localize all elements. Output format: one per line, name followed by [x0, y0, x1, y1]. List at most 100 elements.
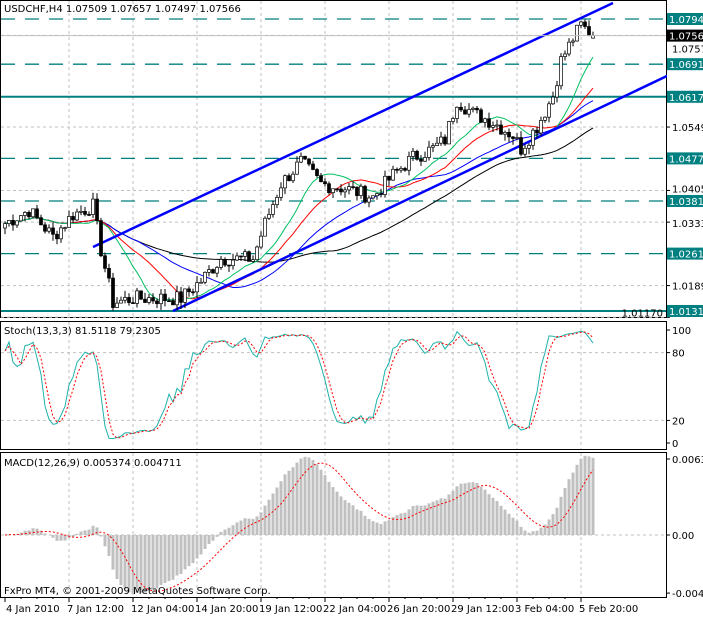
macd-histogram-bar [583, 455, 587, 535]
macd-histogram-bar [83, 530, 87, 535]
candle [539, 120, 543, 134]
macd-histogram-bar [575, 464, 579, 535]
ma-fast-line [4, 56, 594, 301]
candle [547, 103, 551, 118]
candle [179, 291, 183, 303]
candle [243, 251, 247, 257]
candle [79, 210, 83, 213]
candle [303, 155, 307, 160]
macd-histogram-bar [139, 535, 143, 593]
macd-histogram-bar [319, 469, 323, 535]
macd-histogram-bar [287, 470, 291, 535]
macd-histogram-bar [391, 517, 395, 535]
candle [455, 106, 459, 119]
macd-histogram-bar [215, 535, 219, 537]
candle [271, 204, 275, 215]
candle [335, 188, 339, 191]
candle [267, 213, 271, 219]
candle [479, 109, 483, 123]
candle [523, 147, 527, 155]
candle [259, 235, 263, 248]
candle [111, 277, 115, 308]
candle [287, 175, 291, 182]
macd-histogram-bar [323, 475, 327, 535]
macd-histogram-bar [207, 535, 211, 544]
candle [87, 214, 91, 216]
candle [515, 137, 519, 139]
candle [327, 183, 331, 193]
macd-histogram-bar [183, 535, 187, 570]
stoch-signal-line [4, 331, 594, 439]
macd-histogram-bar [399, 513, 403, 535]
macd-histogram-bar [39, 530, 43, 535]
macd-histogram-bar [271, 493, 275, 535]
candle [423, 157, 427, 162]
macd-histogram-bar [535, 530, 539, 535]
macd-histogram-bar [343, 500, 347, 535]
candle [35, 208, 39, 219]
macd-histogram-bar [383, 521, 387, 535]
candle [575, 24, 579, 42]
time-tick-label: 4 Jan 2010 [6, 604, 60, 615]
candle [563, 53, 567, 57]
macd-histogram-bar [443, 498, 447, 535]
candle [559, 56, 563, 87]
macd-histogram-bar [267, 499, 271, 535]
candle [59, 227, 63, 240]
candle [415, 150, 419, 160]
candle [203, 271, 207, 283]
macd-histogram-bar [135, 535, 139, 593]
candle [263, 217, 267, 237]
macd-histogram-bar [579, 458, 583, 535]
macd-histogram-bar [563, 488, 567, 535]
stoch-indicator-label: Stoch(13,3,3) 81.5118 79.2305 [4, 326, 161, 337]
macd-tick-label: -0.00486 [672, 589, 703, 600]
macd-histogram-bar [347, 502, 351, 535]
candle [347, 186, 351, 191]
candle [207, 269, 211, 273]
macd-histogram-bar [411, 506, 415, 535]
candle [63, 227, 67, 229]
candle [367, 197, 371, 203]
candle [571, 40, 575, 43]
candle [187, 288, 191, 293]
macd-histogram-bar [167, 535, 171, 581]
macd-histogram-bar [247, 518, 251, 535]
candle [211, 269, 215, 274]
candle [431, 145, 435, 148]
candle [443, 136, 447, 145]
macd-histogram-bar [283, 474, 287, 535]
candle [463, 109, 467, 115]
candle [163, 293, 167, 301]
price-tick-label: 1.05490 [672, 123, 703, 134]
macd-histogram-bar [187, 535, 191, 567]
candle [55, 233, 59, 240]
candle [299, 155, 303, 163]
level-price-tag [667, 152, 703, 165]
macd-histogram-bar [419, 505, 423, 535]
candle [283, 175, 287, 189]
macd-histogram-bar [523, 530, 527, 535]
level-price-label: 1.01313 [669, 307, 703, 318]
macd-histogram-bar [171, 535, 175, 580]
macd-histogram-bar [71, 535, 75, 537]
candle [447, 121, 451, 145]
macd-histogram-bar [395, 515, 399, 535]
level-price-label: 1.02616 [669, 250, 703, 261]
candle [483, 118, 487, 123]
macd-histogram-bar [467, 482, 471, 535]
macd-histogram-bar [155, 535, 159, 589]
candle [99, 220, 103, 257]
macd-histogram-bar [355, 509, 359, 535]
macd-histogram-bar [591, 457, 595, 535]
candle [391, 168, 395, 181]
macd-histogram-bar [111, 535, 115, 570]
macd-histogram-bar [531, 531, 535, 535]
price-tick-label: 1.03330 [672, 219, 703, 230]
candle [551, 96, 555, 105]
macd-histogram-bar [175, 535, 179, 576]
candle [403, 168, 407, 171]
candle [555, 85, 559, 98]
